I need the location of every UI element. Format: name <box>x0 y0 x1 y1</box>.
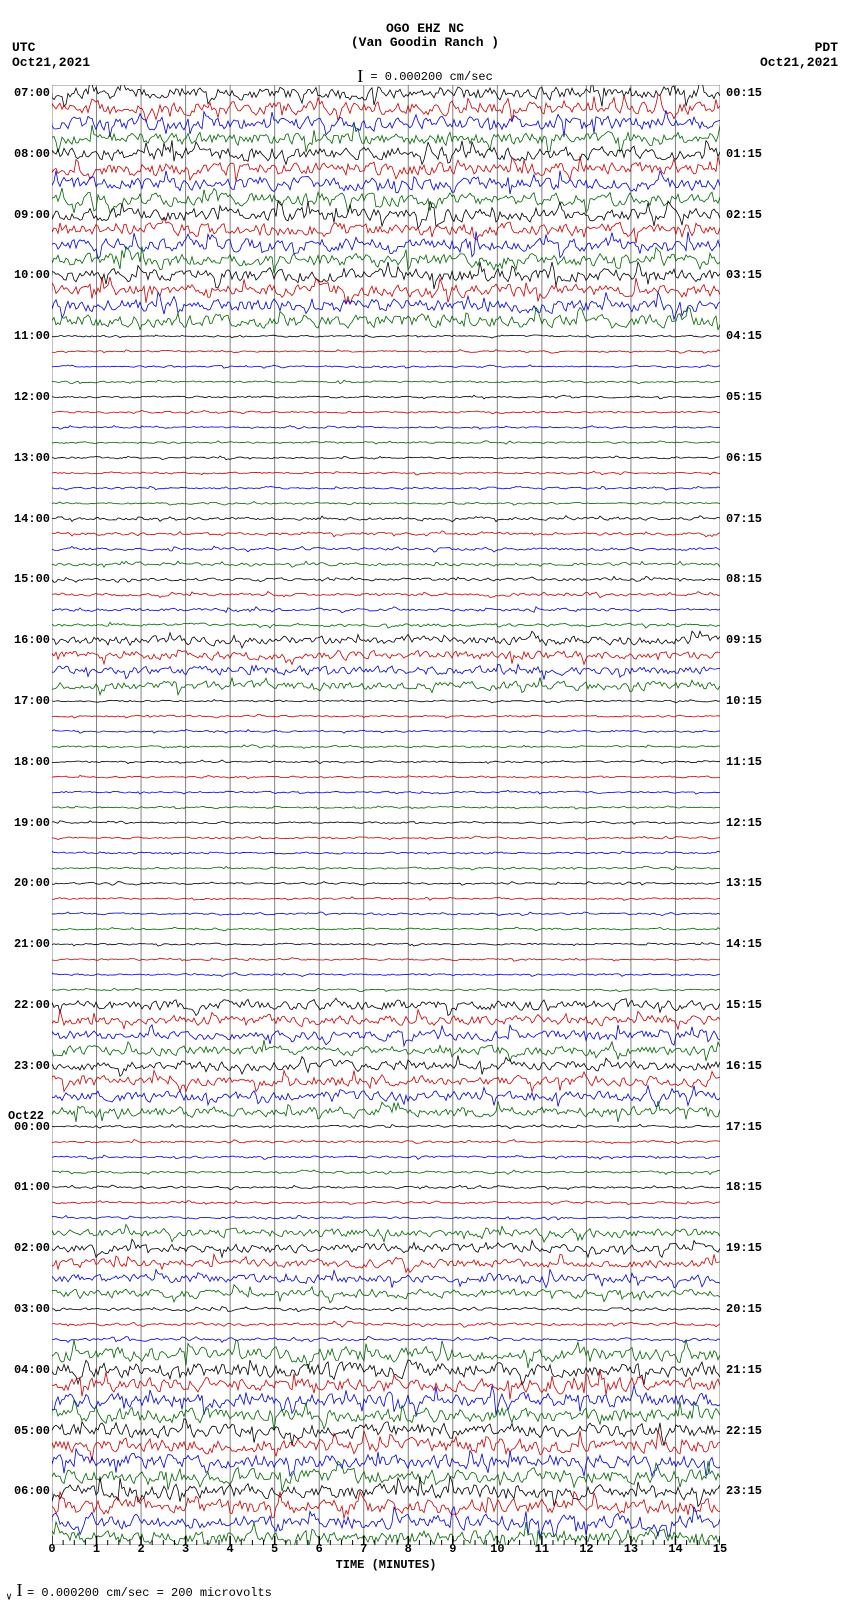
utc-hour-label: 10:00 <box>4 268 50 282</box>
pdt-hour-label: 04:15 <box>726 329 786 343</box>
header-block: OGO EHZ NC (Van Goodin Ranch ) <box>0 22 850 50</box>
x-tick-label: 8 <box>393 1542 423 1556</box>
pdt-hour-label: 07:15 <box>726 512 786 526</box>
x-tick-label: 6 <box>304 1542 334 1556</box>
utc-hour-label: 22:00 <box>4 998 50 1012</box>
x-tick-label: 3 <box>171 1542 201 1556</box>
x-tick-label: 7 <box>349 1542 379 1556</box>
pdt-hour-label: 22:15 <box>726 1424 786 1438</box>
right-timezone-block: PDT Oct21,2021 <box>760 40 838 70</box>
pdt-hour-label: 08:15 <box>726 572 786 586</box>
pdt-hour-label: 19:15 <box>726 1241 786 1255</box>
x-tick-label: 15 <box>705 1542 735 1556</box>
left-timezone-block: UTC Oct21,2021 <box>12 40 90 70</box>
utc-hour-label: 19:00 <box>4 816 50 830</box>
x-tick-label: 5 <box>260 1542 290 1556</box>
utc-hour-label: 15:00 <box>4 572 50 586</box>
pdt-hour-label: 23:15 <box>726 1484 786 1498</box>
station-location: (Van Goodin Ranch ) <box>0 36 850 50</box>
pdt-hour-label: 17:15 <box>726 1120 786 1134</box>
x-tick-label: 2 <box>126 1542 156 1556</box>
seismogram-container: OGO EHZ NC (Van Goodin Ranch ) I = 0.000… <box>0 0 850 1613</box>
pdt-hour-label: 05:15 <box>726 390 786 404</box>
utc-hour-label: 01:00 <box>4 1180 50 1194</box>
utc-hour-label: 09:00 <box>4 208 50 222</box>
pdt-hour-label: 12:15 <box>726 816 786 830</box>
utc-hour-label: 23:00 <box>4 1059 50 1073</box>
scale-bar-icon: I <box>12 1580 27 1600</box>
pdt-hour-label: 03:15 <box>726 268 786 282</box>
x-tick-label: 12 <box>571 1542 601 1556</box>
left-date: Oct21,2021 <box>12 55 90 70</box>
utc-hour-label: 18:00 <box>4 755 50 769</box>
pdt-hour-label: 10:15 <box>726 694 786 708</box>
footer-scale: ∨ I = 0.000200 cm/sec = 200 microvolts <box>0 1580 272 1603</box>
pdt-hour-label: 14:15 <box>726 937 786 951</box>
utc-hour-label: 05:00 <box>4 1424 50 1438</box>
x-tick-label: 9 <box>438 1542 468 1556</box>
x-tick-label: 11 <box>527 1542 557 1556</box>
utc-hour-label: 21:00 <box>4 937 50 951</box>
pdt-hour-label: 09:15 <box>726 633 786 647</box>
utc-hour-label: 04:00 <box>4 1363 50 1377</box>
utc-hour-label: 14:00 <box>4 512 50 526</box>
right-timezone: PDT <box>760 40 838 55</box>
scale-indicator-top: I = 0.000200 cm/sec <box>0 66 850 87</box>
utc-hour-label: 17:00 <box>4 694 50 708</box>
utc-hour-label: 08:00 <box>4 147 50 161</box>
x-axis-label: TIME (MINUTES) <box>52 1558 720 1572</box>
pdt-hour-label: 21:15 <box>726 1363 786 1377</box>
pdt-hour-label: 13:15 <box>726 876 786 890</box>
pdt-hour-label: 02:15 <box>726 208 786 222</box>
x-tick-label: 14 <box>660 1542 690 1556</box>
x-tick-label: 4 <box>215 1542 245 1556</box>
x-tick-label: 1 <box>82 1542 112 1556</box>
left-timezone: UTC <box>12 40 90 55</box>
day-change-label: Oct22 <box>8 1109 44 1123</box>
utc-hour-label: 20:00 <box>4 876 50 890</box>
utc-hour-label: 07:00 <box>4 86 50 100</box>
seismogram-plot <box>52 85 720 1545</box>
pdt-hour-label: 18:15 <box>726 1180 786 1194</box>
station-code: OGO EHZ NC <box>0 22 850 36</box>
pdt-hour-label: 06:15 <box>726 451 786 465</box>
scale-bar-icon: I <box>357 66 363 86</box>
scale-top-value: = 0.000200 cm/sec <box>370 70 492 84</box>
pdt-hour-label: 01:15 <box>726 147 786 161</box>
utc-hour-label: 16:00 <box>4 633 50 647</box>
x-tick-label: 13 <box>616 1542 646 1556</box>
footer-scale-value: = 0.000200 cm/sec = 200 microvolts <box>27 1586 272 1600</box>
utc-hour-label: 12:00 <box>4 390 50 404</box>
utc-hour-label: 06:00 <box>4 1484 50 1498</box>
right-date: Oct21,2021 <box>760 55 838 70</box>
utc-hour-label: 02:00 <box>4 1241 50 1255</box>
pdt-hour-label: 16:15 <box>726 1059 786 1073</box>
x-tick-label: 0 <box>37 1542 67 1556</box>
utc-hour-label: 13:00 <box>4 451 50 465</box>
pdt-hour-label: 11:15 <box>726 755 786 769</box>
pdt-hour-label: 15:15 <box>726 998 786 1012</box>
utc-hour-label: 03:00 <box>4 1302 50 1316</box>
pdt-hour-label: 20:15 <box>726 1302 786 1316</box>
pdt-hour-label: 00:15 <box>726 86 786 100</box>
x-tick-label: 10 <box>482 1542 512 1556</box>
utc-hour-label: 11:00 <box>4 329 50 343</box>
